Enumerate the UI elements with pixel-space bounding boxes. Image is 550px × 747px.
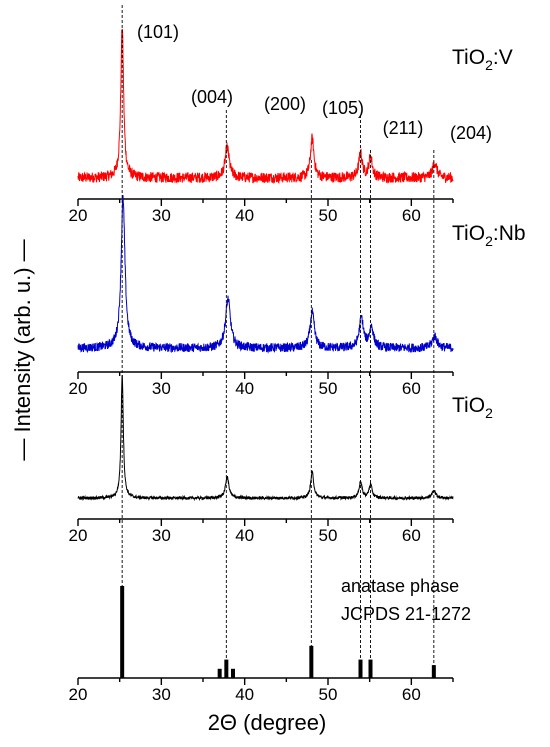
reference-pattern-panel: 20 30 40 50 60 anatase phase JCPDS 21-1272 — [69, 576, 472, 704]
x-tick-label: 20 — [69, 526, 88, 545]
x-tick-label: 20 — [69, 379, 88, 398]
peak-label: (200) — [264, 94, 306, 114]
sample-label: TiO2 — [452, 394, 493, 421]
x-tick-label: 50 — [319, 526, 338, 545]
x-tick-label: 60 — [402, 526, 421, 545]
peak-label: (101) — [137, 22, 179, 42]
x-tick-label: 60 — [402, 379, 421, 398]
spectrum-trace — [77, 28, 454, 185]
peak-label: (105) — [322, 98, 364, 118]
spectrum-panel-3: 20 30 40 50 60 TiO2 — [69, 375, 493, 545]
reference-stick — [358, 659, 363, 678]
reference-stick — [231, 668, 235, 678]
x-tick-label: 30 — [152, 206, 171, 225]
reference-stick — [224, 659, 229, 678]
x-tick-label: 40 — [235, 379, 254, 398]
x-tick-label: 30 — [152, 685, 171, 704]
peak-label: (204) — [450, 123, 492, 143]
reference-stick — [368, 659, 373, 678]
x-tick-label: 50 — [319, 206, 338, 225]
reference-stick — [217, 668, 222, 678]
x-tick-label: 40 — [235, 206, 254, 225]
x-axis-label: 2Θ (degree) — [208, 710, 327, 735]
y-axis-label: — Intensity (arb. u.) — — [10, 239, 35, 460]
reference-label-line2: JCPDS 21-1272 — [341, 604, 471, 624]
spectrum-panel-2: 20 30 40 50 60 TiO2:Nb — [69, 195, 526, 398]
peak-reference-lines — [121, 5, 435, 674]
x-tick-label: 30 — [152, 379, 171, 398]
spectrum-trace — [77, 375, 454, 502]
reference-label-line1: anatase phase — [341, 576, 459, 596]
x-tick-label: 20 — [69, 685, 88, 704]
x-tick-label: 60 — [402, 206, 421, 225]
x-tick-label: 30 — [152, 526, 171, 545]
spectrum-trace — [77, 195, 454, 354]
peak-label: (004) — [191, 87, 233, 107]
sample-label: TiO2:Nb — [452, 222, 526, 249]
x-tick-label: 40 — [235, 526, 254, 545]
sample-label: TiO2:V — [452, 46, 513, 73]
x-tick-label: 50 — [319, 379, 338, 398]
x-tick-label: 50 — [319, 685, 338, 704]
spectrum-panel-1: 20 30 40 50 60 TiO2:V — [69, 28, 513, 225]
x-tick-label: 40 — [235, 685, 254, 704]
x-tick-label: 60 — [402, 685, 421, 704]
peak-label: (211) — [383, 118, 424, 138]
x-tick-label: 20 — [69, 206, 88, 225]
